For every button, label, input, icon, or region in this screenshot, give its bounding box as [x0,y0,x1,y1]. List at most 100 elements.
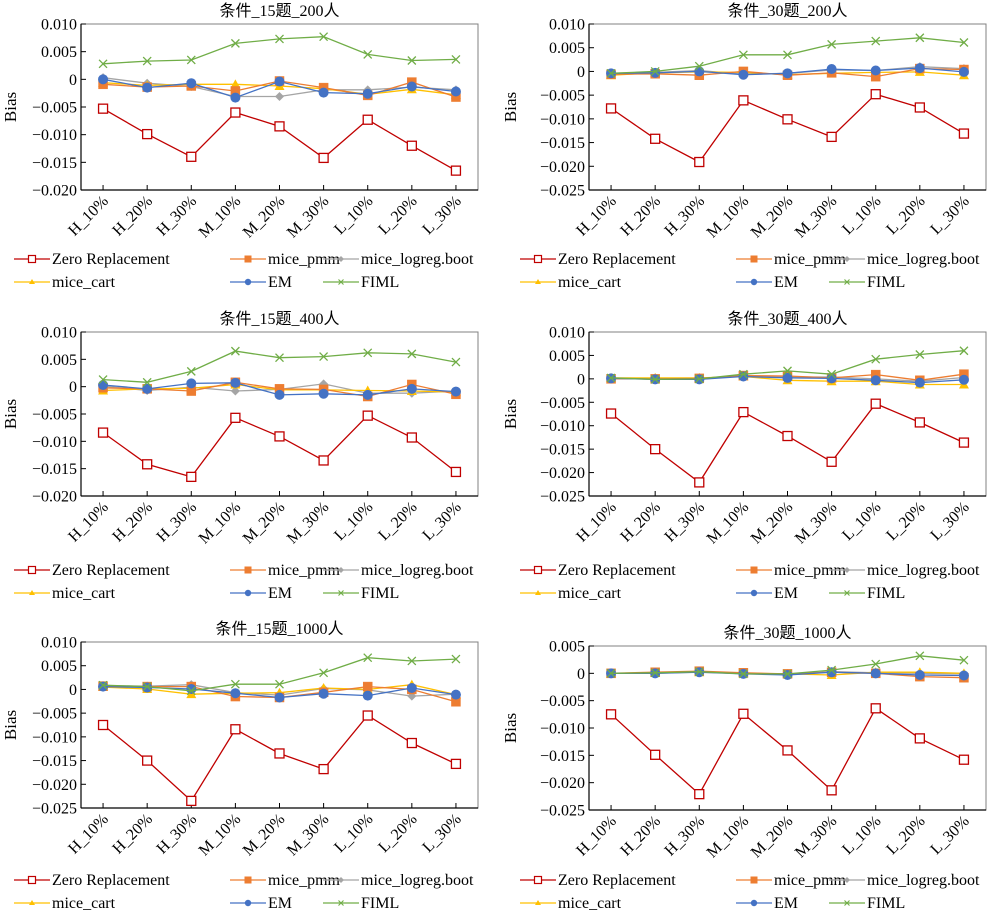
x-tick-label: H_30% [662,499,709,546]
data-point-em [870,668,881,679]
data-point-em [782,372,793,383]
y-tick-label: 0.010 [41,635,77,652]
data-point-zero [230,412,241,423]
y-tick-label: −0.020 [540,775,585,792]
data-point-zero [406,737,417,749]
legend: Zero Replacement mice_pmm mice_logreg.boot… [14,251,474,291]
data-point-zero [406,432,417,443]
data-point-zero [870,398,881,409]
y-tick-label: 0.005 [549,639,585,656]
series-zero [605,398,970,488]
legend-item-cart: mice_cart [14,585,116,602]
data-point-zero [142,128,153,140]
legend-label: EM [774,895,798,912]
data-point-fiml [275,679,284,689]
series-fiml [606,33,969,78]
data-point-zero [450,165,462,176]
legend-marker-icon [844,567,850,573]
legend-marker-icon [27,565,37,575]
y-tick-label: −0.020 [32,183,77,200]
series-zero [605,703,970,800]
data-point-em [274,389,285,400]
data-point-zero [97,427,109,438]
data-point-zero [318,455,329,466]
legend-item-em: EM [736,274,798,291]
series-fiml [606,651,969,679]
legend-item-cart: mice_cart [520,895,622,912]
legend-label: Zero Replacement [52,562,170,579]
data-point-fiml [827,369,837,379]
x-tick-label: L_10% [839,193,884,238]
chart-title: 条件_30题_400人 [727,310,847,328]
data-point-zero [914,733,925,744]
data-point-fiml [694,374,704,384]
legend-marker-icon [29,590,35,595]
data-point-logreg [230,386,240,396]
x-tick-label: H_10% [65,193,112,240]
data-point-zero [694,788,705,800]
data-point-fiml [650,374,660,384]
data-point-em [958,66,969,77]
y-tick-label: 0.010 [41,325,77,342]
data-point-em [826,64,837,75]
legend-marker-icon [338,279,344,285]
legend-label: Zero Replacement [52,872,170,889]
legend-marker-icon [844,590,850,596]
plot-frame [588,331,987,497]
y-tick-label: 0.005 [549,348,585,365]
data-point-zero [274,748,285,759]
data-point-em [738,69,749,80]
data-point-zero [782,114,793,125]
legend-marker-icon [244,899,252,907]
series-line-zero [102,414,457,478]
x-tick-label: M_30% [284,499,332,547]
y-tick-label: −0.025 [540,183,585,200]
data-point-fiml [142,682,152,692]
legend-label: mice_logreg.boot [867,562,980,579]
legend-item-cart: mice_cart [520,274,622,291]
data-point-em [98,681,109,692]
data-point-em [450,386,461,397]
data-point-zero [914,417,925,428]
chart-panel-15items-200: 条件_15题_200人 Bias 0.010 0.005 0 −0.005 −0.010 −0… [0,0,500,306]
legend-marker-icon [338,590,344,596]
data-point-zero [230,107,241,118]
legend-marker-icon [244,589,252,597]
legend-label: mice_cart [52,585,116,602]
y-tick-label: −0.015 [32,753,77,770]
x-tick-label: L_30% [419,811,464,856]
x-tick-label: M_30% [792,193,840,241]
x-tick-label: M_10% [704,499,752,547]
data-point-em [186,78,197,89]
plot-frame [80,331,479,497]
legend-item-em: EM [736,585,798,602]
data-point-em [318,87,329,98]
legend-label: EM [774,274,798,291]
data-point-em [318,688,329,699]
legend-item-logreg: mice_logreg.boot [323,872,474,889]
data-point-fiml [783,366,792,376]
legend-marker-icon [844,900,850,906]
data-point-fiml [871,354,881,364]
x-tick-label: L_10% [839,499,884,544]
data-point-fiml [319,32,329,42]
legend-label: mice_cart [52,274,116,291]
series-zero [97,410,462,483]
data-point-em [826,667,837,678]
data-point-fiml [407,349,417,359]
legend-item-logreg: mice_logreg.boot [829,562,980,579]
data-point-fiml [606,373,616,383]
y-tick-label: −0.025 [540,803,585,820]
data-point-em [650,67,661,78]
data-point-em [450,689,461,700]
legend-marker-icon [844,279,850,285]
data-point-cart [230,79,241,89]
data-point-zero [274,121,285,132]
data-point-em [362,690,373,701]
legend-marker-icon [535,590,541,595]
data-point-fiml [606,68,616,78]
legend-item-fiml: FIML [323,274,399,291]
legend-marker-icon [535,900,541,905]
legend-label: mice_pmm [774,251,847,268]
data-point-zero [406,140,417,151]
